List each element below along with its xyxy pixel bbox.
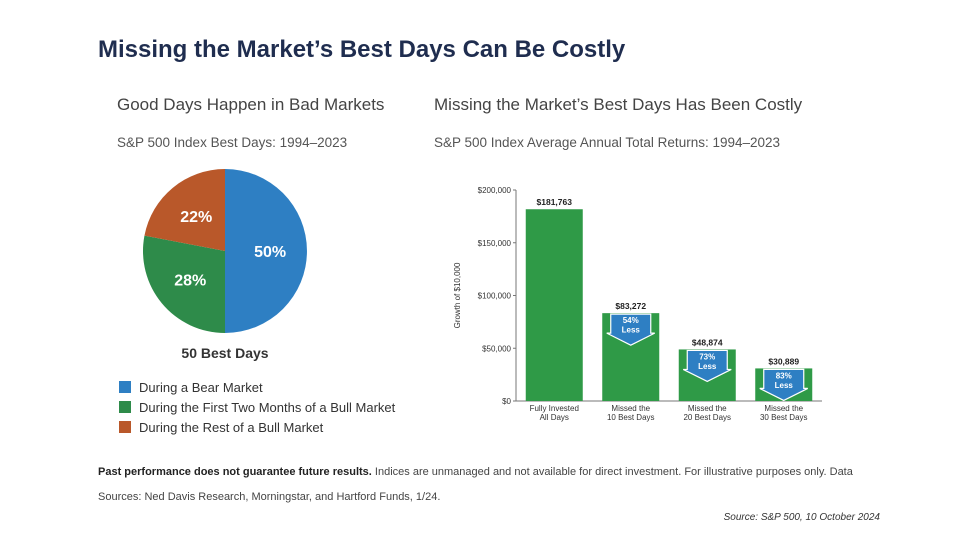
pie-slice-rest-of-bull-market: [144, 169, 225, 251]
decrease-arrow-label: Less: [698, 362, 717, 371]
legend-item-first-two-months: During the First Two Months of a Bull Ma…: [119, 397, 395, 417]
pie-slice-bear-market: [225, 169, 307, 333]
decrease-arrow-icon: [682, 349, 732, 383]
legend-item-rest-of-bull-market: During the Rest of a Bull Market: [119, 417, 395, 437]
bar-value-label: $181,763: [537, 197, 573, 207]
legend-label-rest-of-bull-market: During the Rest of a Bull Market: [139, 419, 324, 435]
pie-chart: 50% 28% 22%: [143, 169, 307, 333]
source-note: Source: S&P 500, 10 October 2024: [723, 512, 880, 523]
legend-swatch-rest-of-bull-market: [119, 421, 131, 433]
y-tick-label: $200,000: [478, 186, 512, 195]
legend-swatch-first-two-months: [119, 401, 131, 413]
y-tick-label: $0: [502, 397, 511, 406]
bar-value-label: $48,874: [692, 337, 723, 347]
page-title: Missing the Market’s Best Days Can Be Co…: [98, 36, 626, 63]
bar-value-label: $30,889: [768, 356, 799, 366]
decrease-arrow-label: 54%: [623, 316, 639, 325]
pie-legend: During a Bear Market During the First Tw…: [119, 377, 395, 437]
legend-label-first-two-months: During the First Two Months of a Bull Ma…: [139, 399, 396, 415]
pie-slice-first-two-months: [143, 235, 225, 333]
decrease-arrow-icon: [759, 368, 809, 402]
bar-1: [525, 209, 583, 401]
x-category-label: 10 Best Days: [607, 413, 655, 422]
footnote: Past performance does not guarantee futu…: [98, 460, 858, 510]
decrease-arrow-label: Less: [622, 326, 641, 335]
pie-slice-label-first-two-months: 28%: [174, 273, 206, 290]
pie-slice-label-rest-of-bull-market: 22%: [180, 209, 212, 226]
legend-swatch-bear-market: [119, 381, 131, 393]
bar-chart-subtitle: S&P 500 Index Average Annual Total Retur…: [434, 135, 781, 150]
y-tick-label: $100,000: [478, 292, 512, 301]
x-category-label: Missed the: [764, 404, 803, 413]
legend-label-bear-market: During a Bear Market: [139, 379, 263, 395]
legend-item-bear-market: During a Bear Market: [119, 377, 395, 397]
x-category-label: Fully Invested: [530, 404, 579, 413]
x-category-label: 20 Best Days: [683, 413, 731, 422]
decrease-arrow-label: 83%: [776, 371, 792, 380]
pie-caption: 50 Best Days: [181, 345, 269, 361]
decrease-arrow-icon: [606, 313, 656, 346]
decrease-arrow-label: 73%: [699, 352, 715, 361]
x-category-label: Missed the: [688, 404, 727, 413]
bar-chart: Growth of $10,000 $0 $50,000 $100,000 $150,0…: [453, 186, 822, 422]
pie-slice-label-bear-market: 50%: [254, 244, 286, 261]
pie-chart-title: Good Days Happen in Bad Markets: [117, 95, 385, 114]
footnote-text: Indices are unmanaged and not available …: [98, 466, 853, 503]
x-category-label: Missed the: [611, 404, 650, 413]
bar-value-label: $83,272: [615, 301, 646, 311]
footnote-disclaimer: Past performance does not guarantee futu…: [98, 466, 372, 478]
y-tick-label: $150,000: [478, 239, 512, 248]
x-category-label: All Days: [540, 413, 569, 422]
bar-chart-title: Missing the Market’s Best Days Has Been …: [434, 95, 803, 114]
y-axis-label: Growth of $10,000: [453, 262, 462, 328]
decrease-arrow-label: Less: [775, 381, 794, 390]
pie-chart-subtitle: S&P 500 Index Best Days: 1994–2023: [117, 135, 348, 150]
x-category-label: 30 Best Days: [760, 413, 808, 422]
y-tick-label: $50,000: [482, 344, 511, 353]
